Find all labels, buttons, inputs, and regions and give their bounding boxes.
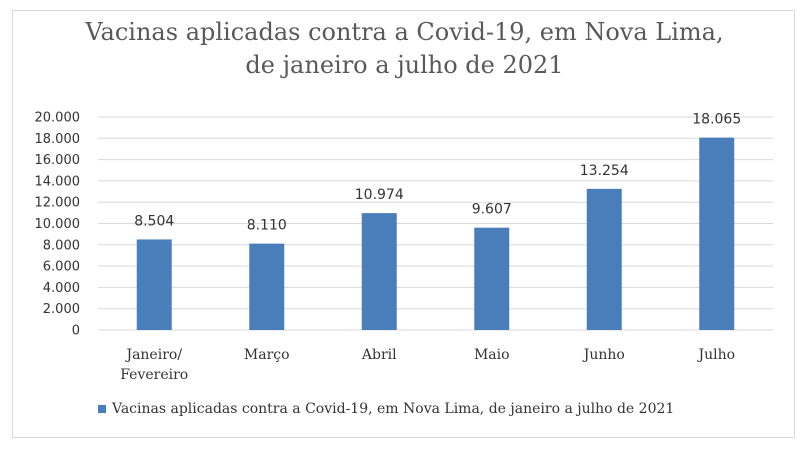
x-tick-label: Julho <box>696 347 735 363</box>
x-tick-label: Fevereiro <box>120 367 188 383</box>
legend-label: Vacinas aplicadas contra a Covid-19, em … <box>112 401 675 417</box>
bar <box>474 227 510 330</box>
y-tick-label: 20.000 <box>35 111 81 126</box>
y-tick-label: 2.000 <box>43 302 80 317</box>
data-label: 13.254 <box>580 163 629 179</box>
x-tick-label: Março <box>244 347 290 363</box>
y-tick-label: 10.000 <box>35 217 81 232</box>
y-tick-label: 18.000 <box>35 132 81 147</box>
y-tick-label: 14.000 <box>35 174 81 189</box>
y-tick-label: 4.000 <box>43 281 80 296</box>
x-tick-label: Janeiro/ <box>124 347 182 363</box>
chart-title: Vacinas aplicadas contra a Covid-19, em … <box>0 16 809 82</box>
bar <box>699 137 735 330</box>
bar <box>249 243 285 330</box>
bar <box>136 239 172 330</box>
data-label: 18.065 <box>692 112 741 128</box>
y-tick-label: 12.000 <box>35 196 81 211</box>
y-tick-label: 16.000 <box>35 153 81 168</box>
bar <box>586 188 622 330</box>
data-label: 8.110 <box>247 218 287 234</box>
data-label: 9.607 <box>472 202 512 218</box>
chart-title-line-2: de janeiro a julho de 2021 <box>245 51 564 79</box>
bar <box>361 213 397 330</box>
y-tick-label: 8.000 <box>43 238 80 253</box>
x-tick-label: Abril <box>361 347 397 363</box>
y-tick-label: 6.000 <box>43 260 80 275</box>
x-tick-label: Junho <box>582 347 625 363</box>
chart-title-line-1: Vacinas aplicadas contra a Covid-19, em … <box>85 18 724 46</box>
data-label: 10.974 <box>355 187 404 203</box>
chart-legend: Vacinas aplicadas contra a Covid-19, em … <box>98 401 674 417</box>
data-label: 8.504 <box>134 213 174 229</box>
legend-swatch <box>98 405 106 413</box>
y-tick-label: 0 <box>72 324 80 339</box>
x-tick-label: Maio <box>474 347 510 363</box>
